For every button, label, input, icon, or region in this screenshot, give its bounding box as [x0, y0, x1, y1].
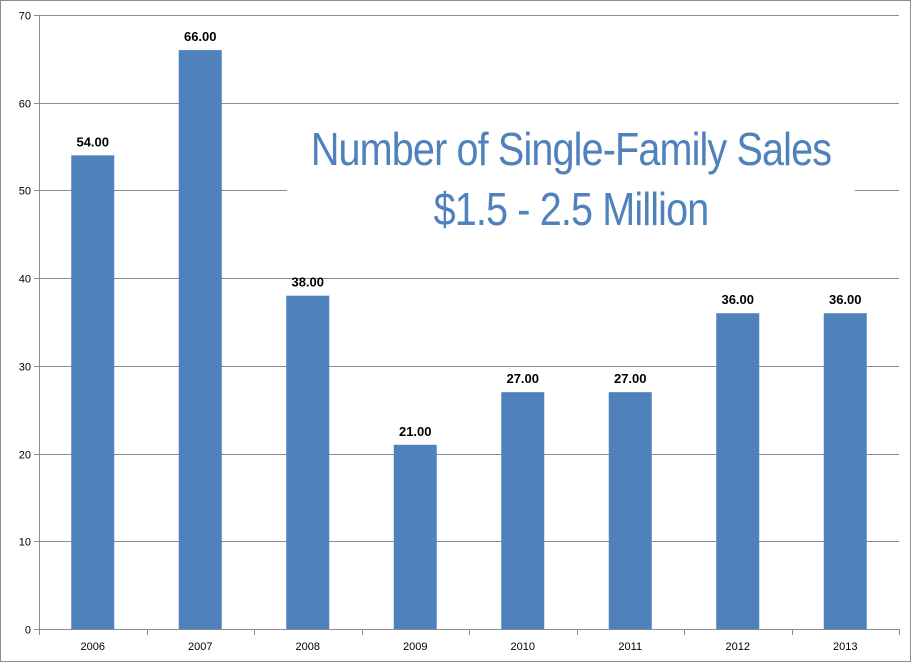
- x-tick-label: 2008: [296, 641, 320, 653]
- data-label: 27.00: [614, 371, 647, 386]
- data-label: 27.00: [506, 371, 539, 386]
- bar: [716, 313, 760, 629]
- y-tick-label: 20: [19, 450, 31, 462]
- axes: 0 10 20 30 40 50 60 70 2006 2007 2008 2009 2010 2011 2…: [19, 11, 900, 653]
- chart-title: Number of Single-Family Sales: [310, 123, 832, 175]
- x-tick-label: 2007: [188, 641, 212, 653]
- y-tick-label: 40: [19, 274, 31, 286]
- grid-lines: [39, 15, 899, 542]
- y-tick-label: 60: [19, 99, 31, 111]
- y-tick-label: 10: [19, 537, 31, 549]
- chart-subtitle: $1.5 - 2.5 Million: [433, 183, 710, 235]
- y-tick-label: 0: [25, 625, 31, 637]
- x-tick-label: 2012: [726, 641, 750, 653]
- y-tick-label: 30: [19, 362, 31, 374]
- x-tick-label: 2013: [833, 641, 857, 653]
- bar: [608, 392, 652, 629]
- bar: [501, 392, 545, 629]
- data-label: 21.00: [399, 424, 432, 439]
- data-label: 36.00: [721, 292, 754, 307]
- bar: [286, 295, 330, 629]
- data-label: 54.00: [76, 134, 109, 149]
- bar: [393, 444, 437, 629]
- x-tick-label: 2010: [511, 641, 535, 653]
- data-label: 38.00: [291, 275, 324, 290]
- x-tick-label: 2011: [618, 641, 642, 653]
- bar: [823, 313, 867, 629]
- x-tick-label: 2006: [81, 641, 105, 653]
- bar-series: [71, 50, 867, 630]
- bar: [71, 155, 115, 630]
- data-label: 66.00: [184, 29, 217, 44]
- y-tick-label: 70: [19, 11, 31, 23]
- chart-title-block: Number of Single-Family Sales $1.5 - 2.5…: [287, 119, 855, 239]
- data-label: 36.00: [829, 292, 862, 307]
- x-tick-label: 2009: [403, 641, 427, 653]
- bar: [178, 50, 222, 630]
- y-tick-label: 50: [19, 186, 31, 198]
- data-labels: 54.00 66.00 38.00 21.00 27.00 27.00 36.00 36.00: [76, 29, 861, 439]
